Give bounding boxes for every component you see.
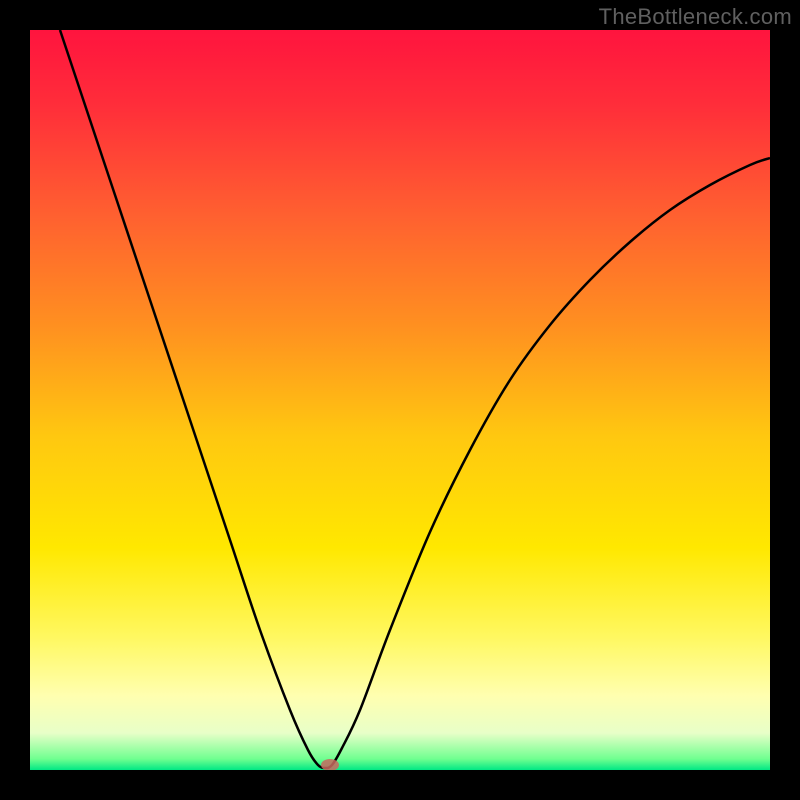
watermark-text: TheBottleneck.com — [599, 4, 792, 30]
bottleneck-curve-chart — [30, 30, 770, 770]
chart-container: TheBottleneck.com — [0, 0, 800, 800]
plot-area — [30, 30, 770, 770]
gradient-background — [30, 30, 770, 770]
